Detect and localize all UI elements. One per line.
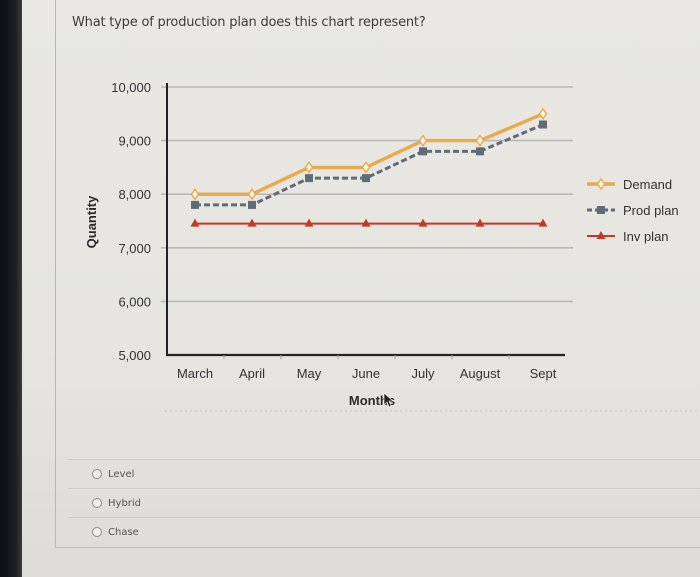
- choice-label: Chase: [108, 526, 139, 538]
- series-demand: [190, 107, 548, 201]
- series-inv-plan: [190, 218, 548, 227]
- choice-chase[interactable]: Chase: [68, 517, 700, 546]
- radio-button[interactable]: [92, 469, 102, 479]
- question-card: [55, 0, 700, 548]
- choice-hybrid[interactable]: Hybrid: [68, 488, 700, 517]
- x-axis-label: Months: [349, 393, 395, 408]
- x-tick-label: August: [460, 366, 501, 381]
- y-tick-label: 6,000: [118, 294, 151, 309]
- radio-button[interactable]: [92, 527, 102, 537]
- y-tick-label: 7,000: [118, 241, 151, 256]
- y-axis-label: Quantity: [84, 195, 99, 248]
- choice-label: Hybrid: [108, 497, 142, 509]
- y-tick-label: 5,000: [118, 348, 151, 363]
- series-prod-plan: [191, 120, 547, 209]
- y-tick-label: 8,000: [118, 187, 151, 202]
- x-tick-label: April: [239, 366, 265, 381]
- question-text: What type of production plan does this c…: [72, 15, 426, 30]
- x-tick-label: March: [177, 366, 213, 381]
- page-background: [22, 0, 700, 577]
- mouse-cursor-icon: [383, 392, 394, 408]
- chart-series: [190, 107, 548, 227]
- y-tick-label: 10,000: [111, 80, 151, 95]
- choice-level[interactable]: Level: [68, 459, 700, 488]
- legend-item-inv-plan: Inv plan: [587, 229, 669, 244]
- x-tick-label: July: [411, 366, 435, 381]
- x-tick-label: June: [352, 366, 380, 381]
- screen-bezel: [0, 0, 22, 577]
- x-tick-label: Sept: [530, 366, 557, 381]
- y-axis-ticks: 10,000 9,000 8,000 7,000 6,000 5,000: [111, 80, 151, 363]
- answer-choices: Level Hybrid Chase: [68, 459, 700, 546]
- legend-item-demand: Demand: [587, 177, 672, 192]
- legend-label: Inv plan: [623, 229, 669, 244]
- radio-button[interactable]: [92, 498, 102, 508]
- legend-item-prod-plan: Prod plan: [587, 203, 679, 218]
- x-tick-label: May: [297, 366, 322, 381]
- legend-label: Demand: [623, 177, 672, 192]
- y-tick-label: 9,000: [118, 134, 151, 149]
- chart-axes: [166, 83, 565, 357]
- chart-legend: Demand Prod plan Inv plan: [587, 177, 679, 244]
- legend-label: Prod plan: [623, 203, 679, 218]
- choice-label: Level: [108, 468, 135, 480]
- x-axis-ticks: March April May June July August Sept: [177, 355, 557, 381]
